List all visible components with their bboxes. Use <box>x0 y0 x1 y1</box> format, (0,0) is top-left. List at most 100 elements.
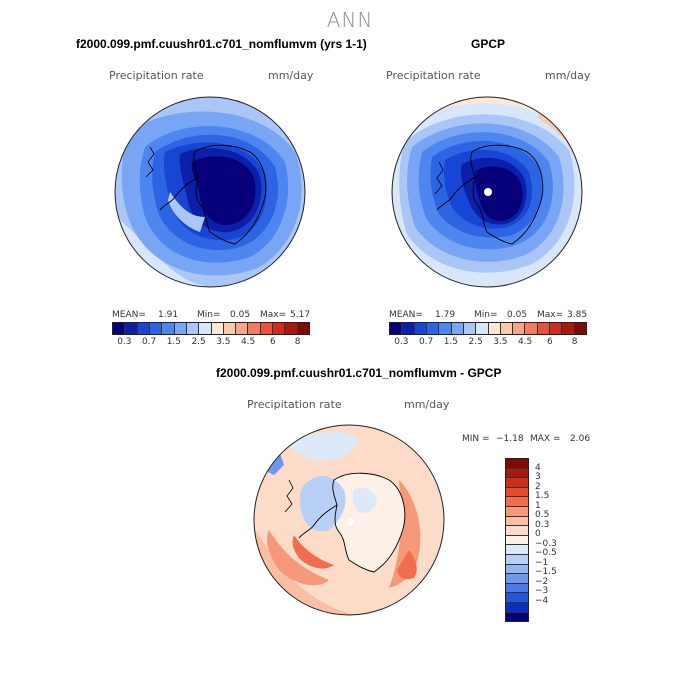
diff-colorbar-tick: 1 <box>535 500 541 511</box>
obs-colorbar-swatch <box>439 323 452 334</box>
obs-variable-label: Precipitation rate <box>386 69 481 82</box>
diff-colorbar-swatch <box>506 526 528 536</box>
diff-colorbar: 4 3 2 1.5 1 0.5 0.3 0 −0.3 −0.5 −1 −1.5 −2 −3 −4 <box>505 458 557 622</box>
diff-colorbar-tick: 4 <box>535 462 541 473</box>
diff-variable-label: Precipitation rate <box>247 398 342 411</box>
obs-max-value: 3.85 <box>567 310 588 320</box>
model-colorbar-swatch <box>199 323 212 334</box>
model-colorbar-swatch <box>273 323 286 334</box>
obs-colorbar-swatch <box>550 323 563 334</box>
obs-colorbar-tick: 2.5 <box>468 337 483 347</box>
obs-max-label: Max= <box>537 310 564 320</box>
model-colorbar-swatch <box>285 323 298 334</box>
diff-colorbar-swatch <box>506 497 528 507</box>
obs-colorbar-swatch <box>513 323 526 334</box>
diff-colorbar-tick: 0 <box>535 529 541 540</box>
obs-colorbar-swatch <box>390 323 403 334</box>
diff-colorbar-tick: 2 <box>535 481 541 492</box>
model-colorbar-tick: 0.7 <box>141 337 157 347</box>
obs-mean-label: MEAN= <box>389 310 423 320</box>
obs-colorbar-swatch <box>525 323 538 334</box>
diff-colorbar-tick: −3 <box>535 586 549 597</box>
obs-colorbar-tick: 1.5 <box>443 337 459 347</box>
model-colorbar-swatch <box>149 323 163 334</box>
model-colorbar-swatch <box>162 323 175 334</box>
model-colorbar-swatch <box>113 323 126 334</box>
obs-colorbar-swatch <box>402 323 415 334</box>
model-colorbar-tick: 0.3 <box>117 337 132 347</box>
model-colorbar-swatch <box>137 323 150 334</box>
diff-colorbar-tick: −1.5 <box>535 567 557 578</box>
diff-colorbar-swatch <box>506 583 528 594</box>
model-colorbar-swatch <box>125 323 138 334</box>
model-max-label: Max= <box>260 310 287 320</box>
diff-colorbar-swatch <box>506 535 528 546</box>
diff-colorbar-swatch <box>506 506 528 517</box>
obs-units-label: mm/day <box>545 69 591 82</box>
model-colorbar-swatch <box>297 323 309 334</box>
model-colorbar-swatch <box>236 323 249 334</box>
model-colorbar-tick: 4.5 <box>240 337 256 347</box>
model-colorbar-swatch <box>211 323 224 334</box>
model-colorbar-tick: 6 <box>270 337 276 347</box>
diff-colorbar-swatch <box>506 459 528 469</box>
model-min-value: 0.05 <box>230 310 251 320</box>
diff-colorbar-tick: −2 <box>535 576 549 587</box>
obs-min-value: 0.05 <box>507 310 528 320</box>
diff-colorbar-swatch <box>506 478 528 488</box>
diff-colorbar-swatch <box>506 574 528 584</box>
obs-mean-value: 1.79 <box>435 310 456 320</box>
obs-colorbar-swatch <box>500 323 514 334</box>
obs-colorbar-tick: 3.5 <box>493 337 508 347</box>
obs-colorbar-tick: 6 <box>547 337 553 347</box>
model-colorbar-tick: 8 <box>294 337 301 347</box>
obs-colorbar-swatch <box>451 323 464 334</box>
obs-colorbar-ticks: 0.3 0.7 1.5 2.5 3.5 4.5 6 8 <box>389 335 587 349</box>
diff-colorbar-swatch <box>506 545 528 555</box>
diff-colorbar-tick: −0.3 <box>535 538 557 549</box>
diff-colorbar-swatch <box>506 593 528 603</box>
obs-colorbar: 0.3 0.7 1.5 2.5 3.5 4.5 6 8 <box>389 322 587 349</box>
figure-title: ANN <box>326 8 374 32</box>
diff-max-label: MAX = <box>530 434 561 444</box>
obs-colorbar-swatches <box>389 322 587 335</box>
diff-colorbar-swatch <box>506 468 528 479</box>
diff-colorbar-tick: 1.5 <box>535 491 550 502</box>
obs-colorbar-swatch <box>414 323 427 334</box>
diff-colorbar-tick: −4 <box>535 595 549 606</box>
diff-colorbar-swatch <box>506 554 528 565</box>
model-panel-title: f2000.099.pmf.cuushr01.c701_nomflumvm (y… <box>76 37 367 51</box>
diff-colorbar-swatches <box>505 458 529 622</box>
diff-colorbar-swatch <box>506 564 528 575</box>
obs-colorbar-swatch <box>488 323 501 334</box>
diff-min-value: −1.18 <box>496 434 524 444</box>
model-min-label: Min= <box>197 310 221 320</box>
diff-colorbar-tick: 3 <box>535 472 541 483</box>
model-mean-label: MEAN= <box>112 310 146 320</box>
obs-colorbar-tick: 8 <box>571 337 578 347</box>
model-colorbar-tick: 1.5 <box>166 337 182 347</box>
diff-min-label: MIN = <box>462 434 490 444</box>
obs-colorbar-swatch <box>537 323 551 334</box>
model-colorbar-swatches <box>112 322 310 335</box>
diff-colorbar-tick: −0.5 <box>535 548 557 559</box>
obs-colorbar-tick: 4.5 <box>517 337 533 347</box>
diff-colorbar-tick: −1 <box>535 557 549 568</box>
obs-colorbar-swatch <box>426 323 440 334</box>
diff-polar-map <box>253 424 445 616</box>
diff-colorbar-swatch <box>506 602 528 613</box>
diff-colorbar-swatch <box>506 516 528 527</box>
obs-panel-title: GPCP <box>471 37 506 51</box>
obs-polar-map <box>391 96 583 288</box>
model-colorbar-swatch <box>223 323 237 334</box>
diff-colorbar-tick: 0.5 <box>535 510 550 521</box>
model-colorbar-swatch <box>248 323 261 334</box>
obs-colorbar-swatch <box>463 323 477 334</box>
model-units-label: mm/day <box>268 69 314 82</box>
model-colorbar-swatch <box>174 323 187 334</box>
model-colorbar-tick: 3.5 <box>216 337 231 347</box>
model-max-value: 5.17 <box>290 310 311 320</box>
model-colorbar-tick: 2.5 <box>191 337 206 347</box>
model-mean-value: 1.91 <box>158 310 179 320</box>
model-colorbar: 0.3 0.7 1.5 2.5 3.5 4.5 6 8 <box>112 322 310 349</box>
